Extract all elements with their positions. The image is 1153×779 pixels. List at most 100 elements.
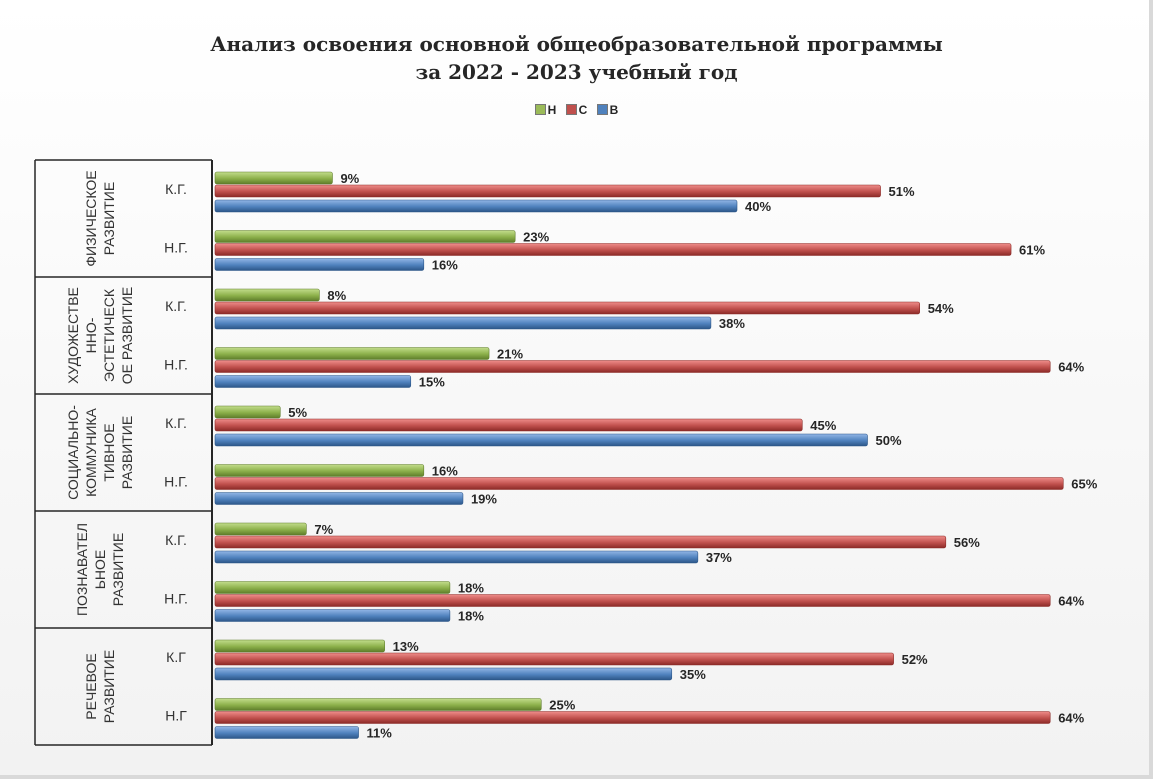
group-label-line: ФИЗИЧЕСКОЕ bbox=[83, 170, 99, 266]
bar bbox=[214, 301, 921, 315]
group-label-line: РАЗВИТИЕ bbox=[110, 533, 126, 606]
bar bbox=[214, 258, 425, 271]
legend-swatch-v bbox=[596, 104, 608, 115]
row-label: Н.Г. bbox=[164, 474, 188, 490]
bar bbox=[214, 171, 333, 185]
data-label: 51% bbox=[889, 184, 915, 199]
legend-label-s: С bbox=[578, 103, 588, 117]
bar bbox=[214, 522, 307, 536]
data-label: 16% bbox=[432, 464, 458, 479]
data-label: 64% bbox=[1058, 360, 1084, 375]
group-label-line: ННО- bbox=[83, 317, 99, 353]
data-label: 64% bbox=[1058, 594, 1084, 609]
data-label: 23% bbox=[523, 230, 549, 245]
data-label: 13% bbox=[393, 639, 419, 654]
bar bbox=[214, 550, 699, 564]
data-label: 38% bbox=[719, 316, 745, 331]
chart-title: Анализ освоения основной общеобразовател… bbox=[0, 30, 1153, 86]
chart-title-line-1: Анализ освоения основной общеобразовател… bbox=[210, 32, 943, 56]
group-label: ФИЗИЧЕСКОЕ РАЗВИТИЕ bbox=[83, 170, 117, 266]
group-label-line: ХУДОЖЕСТВЕ bbox=[65, 287, 81, 384]
data-label: 25% bbox=[549, 698, 575, 713]
row-label: К.Г bbox=[166, 649, 186, 665]
data-label: 56% bbox=[954, 535, 980, 550]
bar bbox=[214, 360, 1051, 373]
bar bbox=[214, 184, 881, 198]
chart-title-line-2: за 2022 - 2023 учебный год bbox=[415, 60, 738, 84]
row-label: Н.Г bbox=[165, 708, 187, 724]
data-label: 64% bbox=[1058, 711, 1084, 726]
data-label: 52% bbox=[902, 652, 928, 667]
legend-label-n: Н bbox=[547, 103, 557, 117]
group-label: ХУДОЖЕСТВЕ ННО- ЭСТЕТИЧЕСК ОЕ РАЗВИТИЕ bbox=[65, 287, 135, 385]
group-label-line: ОЕ РАЗВИТИЕ bbox=[119, 287, 135, 385]
legend-label-v: В bbox=[609, 103, 619, 117]
row-label: К.Г. bbox=[165, 298, 187, 314]
data-label: 61% bbox=[1019, 243, 1045, 258]
data-label: 11% bbox=[367, 726, 393, 741]
data-label: 40% bbox=[745, 199, 771, 214]
bar bbox=[214, 316, 712, 330]
bar bbox=[214, 230, 516, 243]
group-label-line: РАЗВИТИЕ bbox=[101, 650, 117, 723]
chart-legend: Н С В bbox=[0, 103, 1153, 117]
group-label-line: КОММУНИКА bbox=[83, 407, 99, 496]
bar bbox=[214, 492, 464, 505]
bar bbox=[214, 609, 451, 622]
group-label-line: ЭСТЕТИЧЕСК bbox=[101, 288, 117, 382]
bar bbox=[214, 535, 947, 549]
bar bbox=[214, 418, 803, 432]
bar bbox=[214, 375, 412, 388]
data-label: 65% bbox=[1071, 477, 1097, 492]
bar bbox=[214, 652, 894, 666]
group-label-line: ПОЗНАВАТЕЛ bbox=[74, 523, 90, 616]
bar bbox=[214, 199, 738, 213]
group-label-line: РЕЧЕВОЕ bbox=[83, 653, 99, 719]
legend-item-s: С bbox=[565, 103, 588, 117]
data-label: 5% bbox=[288, 405, 307, 420]
bar bbox=[214, 347, 490, 360]
data-label: 18% bbox=[458, 609, 484, 624]
legend-swatch-s bbox=[565, 104, 577, 115]
legend-item-v: В bbox=[596, 103, 619, 117]
bar bbox=[214, 288, 320, 302]
bar bbox=[214, 711, 1051, 724]
data-label: 19% bbox=[471, 492, 497, 507]
data-label: 21% bbox=[497, 347, 523, 362]
legend-item-n: Н bbox=[534, 103, 557, 117]
data-label: 50% bbox=[876, 433, 902, 448]
bar bbox=[214, 581, 451, 594]
row-label: Н.Г. bbox=[164, 357, 188, 373]
group-label-line: ЬНОЕ bbox=[92, 550, 108, 590]
group-label-line: РАЗВИТИЕ bbox=[119, 416, 135, 489]
data-label: 37% bbox=[706, 550, 732, 565]
data-label: 35% bbox=[680, 667, 706, 682]
row-label: Н.Г. bbox=[164, 591, 188, 607]
bar bbox=[214, 726, 359, 739]
row-label: Н.Г. bbox=[164, 240, 188, 256]
data-label: 8% bbox=[327, 288, 346, 303]
group-label: РЕЧЕВОЕ РАЗВИТИЕ bbox=[83, 650, 117, 723]
group-label-line: ТИВНОЕ bbox=[101, 423, 117, 481]
bar bbox=[214, 464, 425, 477]
group-label-line: РАЗВИТИЕ bbox=[101, 182, 117, 255]
bar bbox=[214, 405, 281, 419]
data-label: 45% bbox=[810, 418, 836, 433]
bar bbox=[214, 639, 385, 653]
data-label: 18% bbox=[458, 581, 484, 596]
bar bbox=[214, 698, 542, 711]
data-label: 54% bbox=[928, 301, 954, 316]
group-label-line: СОЦИАЛЬНО- bbox=[65, 405, 81, 500]
row-label: К.Г. bbox=[165, 181, 187, 197]
data-label: 15% bbox=[419, 375, 445, 390]
row-label: К.Г. bbox=[165, 415, 187, 431]
data-label: 9% bbox=[340, 171, 359, 186]
group-label: ПОЗНАВАТЕЛ ЬНОЕ РАЗВИТИЕ bbox=[74, 523, 126, 616]
bar bbox=[214, 243, 1012, 256]
group-label: СОЦИАЛЬНО- КОММУНИКА ТИВНОЕ РАЗВИТИЕ bbox=[65, 405, 135, 500]
data-label: 7% bbox=[314, 522, 333, 537]
bar bbox=[214, 477, 1064, 490]
legend-swatch-n bbox=[534, 104, 546, 115]
